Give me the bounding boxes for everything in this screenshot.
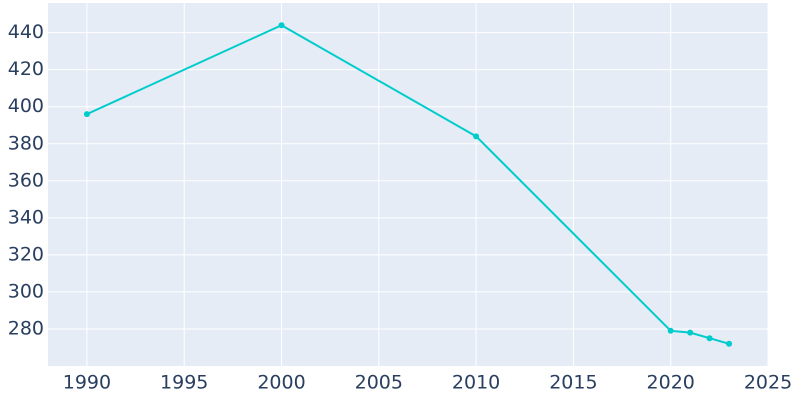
y-tick-label: 420 — [8, 58, 44, 80]
point — [687, 329, 694, 336]
x-tick-label: 2000 — [257, 372, 305, 394]
plot-area — [48, 3, 768, 366]
y-tick-label: 300 — [8, 280, 44, 302]
x-tick-label: 1995 — [160, 372, 208, 394]
point — [278, 22, 285, 29]
point — [83, 111, 90, 118]
x-tick-label: 2005 — [355, 372, 403, 394]
x-tick-label: 2025 — [744, 372, 792, 394]
x-tick-label: 2015 — [549, 372, 597, 394]
point — [667, 327, 674, 334]
y-tick-label: 380 — [8, 132, 44, 154]
y-tick-label: 400 — [8, 95, 44, 117]
x-tick-label: 2010 — [452, 372, 500, 394]
y-tick-label: 320 — [8, 243, 44, 265]
y-tick-label: 360 — [8, 169, 44, 191]
point — [706, 335, 713, 342]
y-tick-label: 340 — [8, 206, 44, 228]
point — [473, 133, 480, 140]
y-tick-label: 440 — [8, 21, 44, 43]
x-tick-label: 1990 — [63, 372, 111, 394]
y-tick-label: 280 — [8, 317, 44, 339]
x-tick-label: 2020 — [647, 372, 695, 394]
point — [726, 340, 733, 347]
